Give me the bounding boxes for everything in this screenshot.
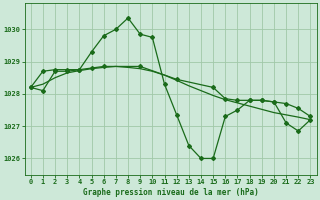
X-axis label: Graphe pression niveau de la mer (hPa): Graphe pression niveau de la mer (hPa) [83, 188, 259, 197]
